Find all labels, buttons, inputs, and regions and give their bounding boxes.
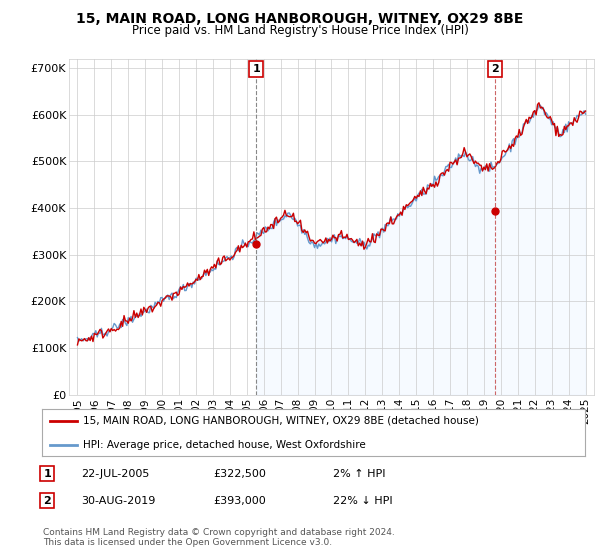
Text: 1: 1 bbox=[252, 64, 260, 74]
Text: £322,500: £322,500 bbox=[213, 469, 266, 479]
Text: Contains HM Land Registry data © Crown copyright and database right 2024.
This d: Contains HM Land Registry data © Crown c… bbox=[43, 528, 395, 547]
Text: £393,000: £393,000 bbox=[213, 496, 266, 506]
Text: 2: 2 bbox=[491, 64, 499, 74]
Text: 15, MAIN ROAD, LONG HANBOROUGH, WITNEY, OX29 8BE (detached house): 15, MAIN ROAD, LONG HANBOROUGH, WITNEY, … bbox=[83, 416, 479, 426]
Text: 15, MAIN ROAD, LONG HANBOROUGH, WITNEY, OX29 8BE: 15, MAIN ROAD, LONG HANBOROUGH, WITNEY, … bbox=[76, 12, 524, 26]
Text: 2% ↑ HPI: 2% ↑ HPI bbox=[333, 469, 386, 479]
Text: 22% ↓ HPI: 22% ↓ HPI bbox=[333, 496, 392, 506]
Text: 1: 1 bbox=[43, 469, 51, 479]
Text: 22-JUL-2005: 22-JUL-2005 bbox=[81, 469, 149, 479]
Text: 2: 2 bbox=[43, 496, 51, 506]
Text: HPI: Average price, detached house, West Oxfordshire: HPI: Average price, detached house, West… bbox=[83, 440, 365, 450]
Text: 30-AUG-2019: 30-AUG-2019 bbox=[81, 496, 155, 506]
Text: Price paid vs. HM Land Registry's House Price Index (HPI): Price paid vs. HM Land Registry's House … bbox=[131, 24, 469, 37]
